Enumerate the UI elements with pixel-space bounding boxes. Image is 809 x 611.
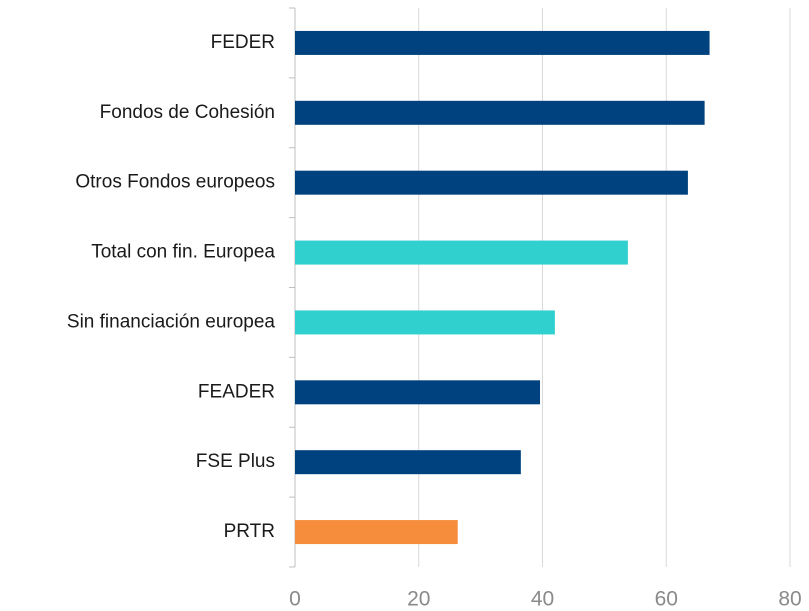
y-tick-label: PRTR: [224, 521, 275, 542]
x-tick-label: 0: [289, 588, 301, 611]
y-tick-label: Sin financiación europea: [67, 311, 276, 332]
bar: [295, 30, 710, 55]
bar: [295, 520, 458, 545]
bar: [295, 450, 521, 475]
y-tick-label: Otros Fondos europeos: [75, 172, 275, 193]
bar: [295, 100, 705, 125]
x-tick-label: 80: [778, 588, 801, 611]
bar: [295, 380, 541, 405]
bar: [295, 310, 555, 335]
y-tick-label: Fondos de Cohesión: [100, 102, 275, 123]
y-tick-label: FEADER: [198, 381, 275, 402]
y-tick-label: Total con fin. Europea: [91, 242, 275, 263]
x-tick-label: 40: [531, 588, 554, 611]
x-tick-label: 20: [407, 588, 430, 611]
bar: [295, 240, 628, 265]
y-tick-label: FSE Plus: [196, 451, 275, 472]
bar: [295, 170, 688, 195]
y-tick-label: FEDER: [211, 32, 275, 53]
x-tick-label: 60: [655, 588, 678, 611]
